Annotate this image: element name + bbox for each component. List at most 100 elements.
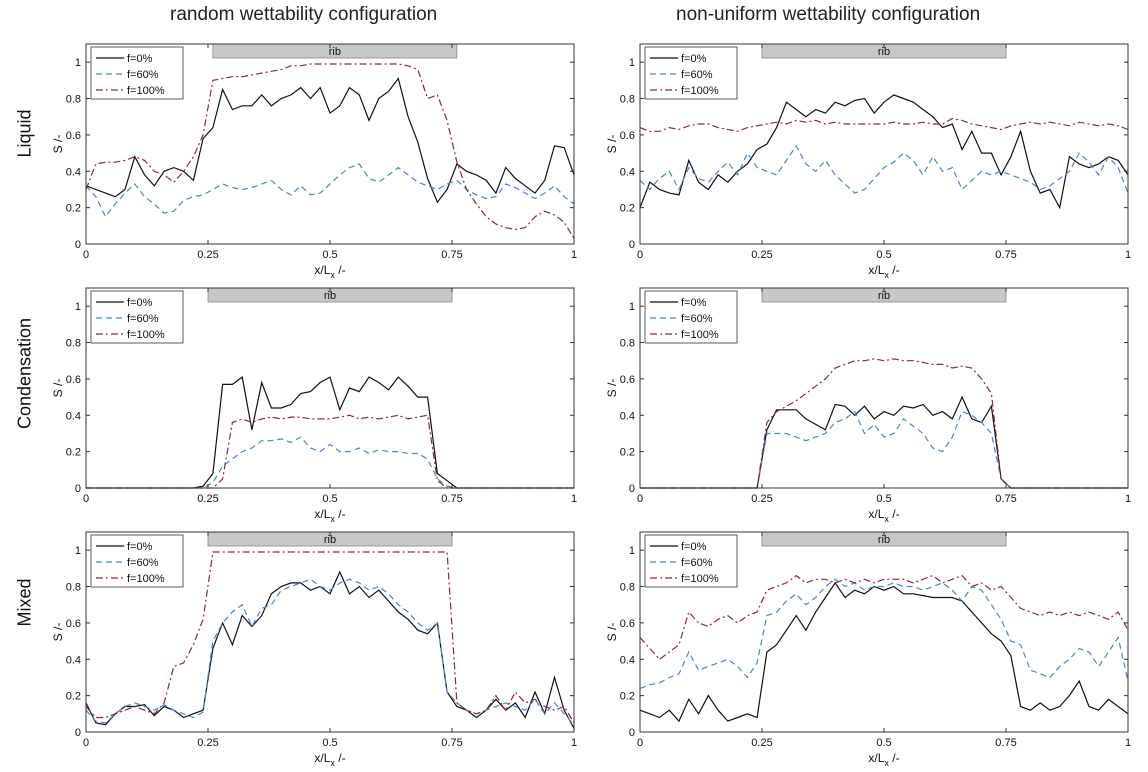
x-tick-label: 0.5: [322, 737, 337, 749]
y-tick-label: 1: [629, 301, 635, 313]
x-tick-label: 0: [637, 737, 643, 749]
y-tick-label: 0.2: [620, 203, 635, 215]
x-axis-label: x/Lx /-: [314, 751, 345, 768]
chart-panel-3: rib 0 0.25 0.5 0.75 1 0 0.2 0.4 0.6 0.8 1 x/Lx /- S /…: [605, 287, 1131, 524]
series-line-0: [639, 581, 1129, 723]
x-tick-label: 0: [637, 249, 643, 261]
rib-label: rib: [329, 46, 341, 58]
legend-label-1: f=60%: [127, 69, 159, 81]
legend-label-2: f=100%: [681, 85, 719, 97]
series-line-2: [85, 551, 575, 724]
y-tick-label: 1: [629, 545, 635, 557]
y-axis-label: S /-: [605, 623, 619, 642]
y-tick-label: 0.8: [66, 338, 81, 350]
row-label-condensation: Condensation: [14, 317, 35, 430]
y-tick-label: 0: [75, 239, 81, 251]
x-tick-label: 0.25: [197, 737, 218, 749]
x-tick-label: 0: [83, 493, 89, 505]
y-tick-label: 0.8: [66, 94, 81, 106]
series-line-2: [639, 117, 1129, 132]
series-line-0: [86, 376, 574, 489]
y-tick-label: 0.6: [620, 618, 635, 630]
x-tick-label: 0.75: [995, 493, 1016, 505]
rib-label: rib: [878, 534, 890, 546]
y-tick-label: 1: [75, 545, 81, 557]
rib-label: rib: [878, 46, 890, 58]
y-tick-label: 0.6: [620, 374, 635, 386]
y-tick-label: 0.2: [620, 447, 635, 459]
x-tick-label: 0.5: [322, 249, 337, 261]
y-tick-label: 1: [75, 57, 81, 69]
chart-panel-2: rib 0 0.25 0.5 0.75 1 0 0.2 0.4 0.6 0.8 1 x/Lx /- S /…: [51, 287, 577, 524]
legend: f=0% f=60% f=100%: [90, 290, 184, 344]
y-tick-label: 0.4: [620, 654, 635, 666]
legend-label-2: f=100%: [127, 329, 165, 341]
series-line-1: [86, 436, 574, 489]
y-tick-label: 0: [629, 239, 635, 251]
y-tick-label: 0.8: [66, 582, 81, 594]
x-tick-label: 1: [1125, 493, 1131, 505]
x-axis-label: x/Lx /-: [868, 507, 899, 524]
y-axis-label: S /-: [605, 379, 619, 398]
y-tick-label: 0.2: [620, 691, 635, 703]
y-tick-label: 0.4: [66, 410, 81, 422]
x-tick-label: 0.75: [441, 493, 462, 505]
y-tick-label: 0.4: [620, 166, 635, 178]
x-axis-label: x/Lx /-: [314, 263, 345, 280]
x-tick-label: 0.25: [751, 493, 772, 505]
column-title-non-uniform: non-uniform wettability configuration: [676, 4, 981, 25]
x-axis-label: x/Lx /-: [314, 507, 345, 524]
x-tick-label: 0.75: [441, 737, 462, 749]
chart-panel-4: rib 0 0.25 0.5 0.75 1 0 0.2 0.4 0.6 0.8 1 x/Lx /- S /…: [51, 531, 577, 768]
x-tick-label: 0.5: [876, 249, 891, 261]
y-axis-label: S /-: [51, 623, 65, 642]
x-tick-label: 0.5: [322, 493, 337, 505]
legend-label-0: f=0%: [681, 541, 707, 553]
series-line-2: [85, 63, 575, 239]
y-tick-label: 0: [75, 727, 81, 739]
x-tick-label: 1: [571, 249, 577, 261]
legend-label-1: f=60%: [681, 69, 713, 81]
legend-label-0: f=0%: [127, 541, 153, 553]
series-line-0: [639, 94, 1129, 210]
x-tick-label: 1: [1125, 249, 1131, 261]
y-tick-label: 0.8: [620, 338, 635, 350]
y-tick-label: 0.8: [620, 94, 635, 106]
legend-label-1: f=60%: [681, 557, 713, 569]
y-tick-label: 0.6: [620, 130, 635, 142]
x-tick-label: 0.75: [441, 249, 462, 261]
row-label-mixed: Mixed: [14, 578, 35, 627]
legend: f=0% f=60% f=100%: [644, 290, 738, 344]
y-tick-label: 0: [629, 483, 635, 495]
legend: f=0% f=60% f=100%: [644, 534, 738, 588]
x-tick-label: 1: [571, 737, 577, 749]
y-tick-label: 0: [629, 727, 635, 739]
x-axis-label: x/Lx /-: [868, 751, 899, 768]
y-tick-label: 0.4: [66, 654, 81, 666]
y-tick-label: 0.4: [66, 166, 81, 178]
series-line-2: [86, 414, 574, 489]
legend-label-2: f=100%: [127, 573, 165, 585]
legend-label-0: f=0%: [127, 53, 153, 65]
series-line-1: [85, 163, 575, 218]
legend-label-2: f=100%: [681, 329, 719, 341]
x-tick-label: 0.25: [751, 249, 772, 261]
legend: f=0% f=60% f=100%: [90, 534, 184, 588]
series-line-0: [85, 77, 575, 204]
chart-panel-0: rib 0 0.25 0.5 0.75 1 0 0.2 0.4 0.6 0.8 1 x/Lx /- S /…: [51, 43, 577, 280]
x-tick-label: 0: [637, 493, 643, 505]
chart-panel-5: rib 0 0.25 0.5 0.75 1 0 0.2 0.4 0.6 0.8 1 x/Lx /- S /…: [605, 531, 1131, 768]
x-tick-label: 0.75: [995, 737, 1016, 749]
series-line-1: [639, 144, 1129, 194]
legend: f=0% f=60% f=100%: [90, 46, 184, 100]
y-tick-label: 0: [75, 483, 81, 495]
legend-label-2: f=100%: [681, 573, 719, 585]
row-label-liquid: Liquid: [14, 109, 35, 158]
legend-label-1: f=60%: [127, 557, 159, 569]
legend-label-0: f=0%: [681, 53, 707, 65]
y-tick-label: 0.4: [620, 410, 635, 422]
x-tick-label: 0.5: [876, 493, 891, 505]
x-tick-label: 0: [83, 737, 89, 749]
x-tick-label: 0.25: [197, 249, 218, 261]
legend-label-0: f=0%: [127, 297, 153, 309]
